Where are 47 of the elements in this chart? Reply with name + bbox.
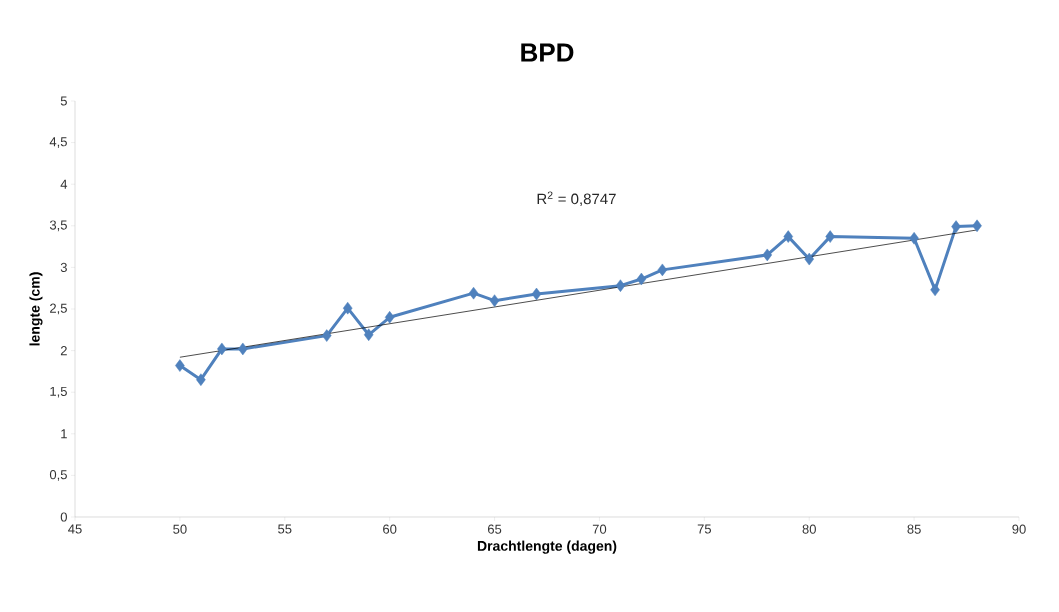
point — [804, 252, 814, 266]
y-tick-label: 3 — [60, 262, 67, 272]
annotation: R$^{2}$ = 0,8747 — [537, 191, 616, 206]
point — [363, 328, 374, 342]
y-tick-label: 4 — [60, 179, 68, 189]
x-tick-label: 75 — [697, 524, 712, 534]
point — [825, 230, 835, 243]
y-axis-title: lengte (cm) — [29, 272, 43, 346]
point — [238, 342, 248, 356]
y-tick-label: 4,5 — [49, 137, 67, 148]
x-tick-label: 65 — [487, 524, 502, 534]
point — [783, 230, 793, 243]
point — [217, 342, 227, 356]
y-tick-label: 0,5 — [49, 470, 67, 481]
y-tick-label: 5 — [60, 96, 67, 106]
point — [762, 248, 773, 262]
x-tick-label: 90 — [1012, 524, 1026, 534]
point — [657, 263, 668, 277]
chart-title: BPD — [521, 43, 574, 62]
point — [930, 283, 940, 297]
x-tick-label: 70 — [592, 524, 607, 534]
x-tick-label: 85 — [907, 524, 921, 534]
y-tick-label: 2 — [60, 346, 67, 356]
point — [175, 359, 185, 372]
x-axis-title: Drachtlengte (dagen) — [477, 540, 617, 554]
x-tick-label: 55 — [278, 524, 292, 534]
point — [468, 286, 479, 300]
point — [489, 294, 500, 307]
point — [972, 219, 982, 233]
y-tick-label: 2,5 — [50, 303, 67, 315]
x-tick-label: 50 — [173, 524, 187, 534]
point — [615, 279, 626, 292]
point — [196, 373, 206, 386]
y-tick-label: 1,5 — [50, 386, 67, 398]
x-tick-label: 60 — [383, 524, 397, 534]
point — [321, 329, 332, 342]
x-tick-label: 45 — [68, 524, 82, 534]
point — [531, 287, 542, 301]
y-tick-label: 1 — [61, 429, 67, 439]
point — [909, 232, 919, 245]
point — [636, 272, 647, 286]
x-tick-label: 80 — [802, 524, 816, 534]
y-tick-label: 0 — [60, 512, 67, 522]
point — [384, 311, 395, 324]
point — [951, 220, 961, 233]
y-tick-label: 3,5 — [49, 220, 67, 232]
point — [342, 301, 353, 315]
